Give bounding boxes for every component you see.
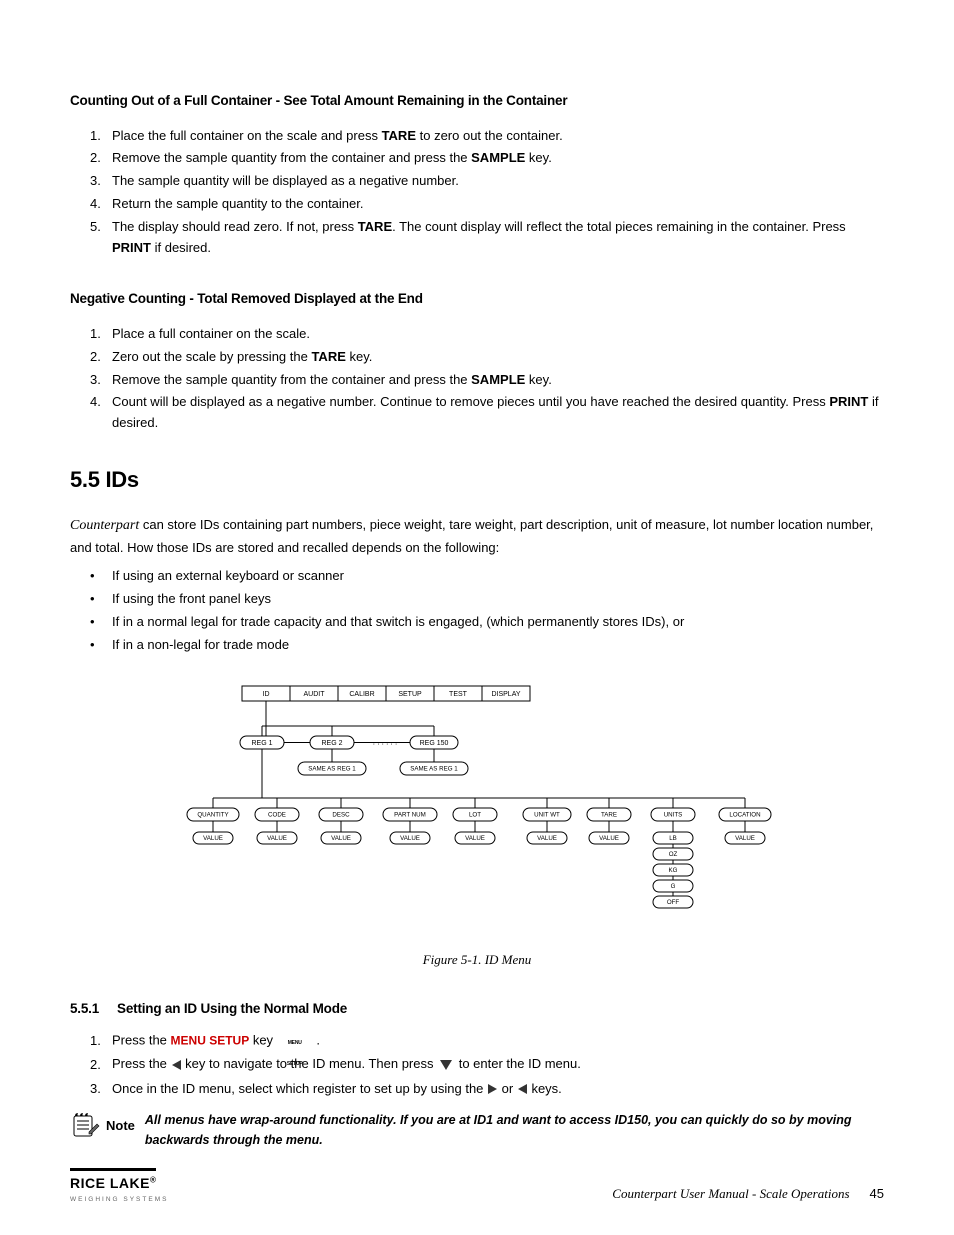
page-number: 45 bbox=[870, 1186, 884, 1201]
bullet-text: If in a normal legal for trade capacity … bbox=[112, 612, 884, 633]
svg-text:LOCATION: LOCATION bbox=[729, 811, 760, 818]
svg-text:VALUE: VALUE bbox=[537, 835, 557, 842]
key-tare: TARE bbox=[311, 349, 345, 364]
step-text: Return the sample quantity to the contai… bbox=[112, 194, 884, 215]
menu-setup-icon: MENUSETUP bbox=[279, 1030, 311, 1052]
bullet: • bbox=[90, 635, 112, 656]
step-text: Remove the sample quantity from the cont… bbox=[112, 148, 884, 169]
notepad-icon bbox=[70, 1110, 100, 1140]
bullet-text: If in a non-legal for trade mode bbox=[112, 635, 884, 656]
step-number: 2. bbox=[90, 148, 112, 169]
section-head-ids: 5.5 IDs bbox=[70, 462, 884, 497]
svg-text:TEST: TEST bbox=[449, 690, 468, 697]
bullet: • bbox=[90, 566, 112, 587]
key-print: PRINT bbox=[829, 394, 868, 409]
step-number: 3. bbox=[90, 370, 112, 391]
svg-text:SAME AS REG 1: SAME AS REG 1 bbox=[410, 765, 458, 772]
svg-text:REG 150: REG 150 bbox=[420, 739, 449, 746]
list-counting-out: 1. Place the full container on the scale… bbox=[90, 126, 884, 259]
step-number: 2. bbox=[90, 1055, 112, 1076]
key-tare: TARE bbox=[358, 219, 392, 234]
bullet: • bbox=[90, 589, 112, 610]
step-number: 2. bbox=[90, 347, 112, 368]
key-tare: TARE bbox=[382, 128, 416, 143]
id-menu-diagram: IDAUDITCALIBRSETUPTESTDISPLAYREG 1REG 2.… bbox=[70, 680, 884, 971]
step-text: Place the full container on the scale an… bbox=[112, 126, 884, 147]
step-text: Remove the sample quantity from the cont… bbox=[112, 370, 884, 391]
steps-551: 1. Press the MENU SETUP key MENUSETUP . … bbox=[90, 1030, 884, 1100]
key-sample: SAMPLE bbox=[471, 150, 525, 165]
svg-text:UNITS: UNITS bbox=[664, 811, 683, 818]
svg-text:PART NUM: PART NUM bbox=[394, 811, 426, 818]
svg-text:VALUE: VALUE bbox=[267, 835, 287, 842]
svg-text:AUDIT: AUDIT bbox=[304, 690, 326, 697]
svg-text:VALUE: VALUE bbox=[203, 835, 223, 842]
svg-text:VALUE: VALUE bbox=[400, 835, 420, 842]
step-number: 5. bbox=[90, 217, 112, 259]
step-number: 1. bbox=[90, 324, 112, 345]
figure-caption: Figure 5-1. ID Menu bbox=[70, 950, 884, 971]
svg-text:TARE: TARE bbox=[601, 811, 617, 818]
step-number: 1. bbox=[90, 1031, 112, 1052]
step-number: 1. bbox=[90, 126, 112, 147]
note-label: Note bbox=[106, 1110, 135, 1137]
svg-text:VALUE: VALUE bbox=[465, 835, 485, 842]
svg-text:VALUE: VALUE bbox=[599, 835, 619, 842]
step-number: 3. bbox=[90, 1079, 112, 1100]
svg-text:VALUE: VALUE bbox=[735, 835, 755, 842]
bullet-text: If using the front panel keys bbox=[112, 589, 884, 610]
left-arrow-icon bbox=[172, 1060, 181, 1070]
step-text: Count will be displayed as a negative nu… bbox=[112, 392, 884, 434]
ids-intro: Counterpart can store IDs containing par… bbox=[70, 515, 884, 558]
note-text: All menus have wrap-around functionality… bbox=[145, 1110, 884, 1150]
step-number: 4. bbox=[90, 194, 112, 215]
svg-text:SETUP: SETUP bbox=[398, 690, 422, 697]
subhead-negative-counting: Negative Counting - Total Removed Displa… bbox=[70, 288, 884, 310]
svg-text:OZ: OZ bbox=[669, 851, 678, 858]
left-arrow-icon bbox=[518, 1084, 527, 1094]
svg-text:CALIBR: CALIBR bbox=[349, 690, 374, 697]
svg-text:ID: ID bbox=[263, 690, 270, 697]
footer-doc-title: Counterpart User Manual - Scale Operatio… bbox=[612, 1184, 884, 1205]
svg-text:REG 1: REG 1 bbox=[251, 739, 272, 746]
svg-text:QUANTITY: QUANTITY bbox=[197, 811, 228, 818]
list-negative-counting: 1. Place a full container on the scale. … bbox=[90, 324, 884, 434]
svg-text:REG 2: REG 2 bbox=[321, 739, 342, 746]
step-number: 3. bbox=[90, 171, 112, 192]
svg-text:LB: LB bbox=[669, 835, 677, 842]
svg-text:G: G bbox=[671, 883, 676, 890]
step-text: The display should read zero. If not, pr… bbox=[112, 217, 884, 259]
brand-logo: RICE LAKE® WEIGHING SYSTEMS bbox=[70, 1168, 168, 1205]
svg-text:LOT: LOT bbox=[469, 811, 481, 818]
step-number: 4. bbox=[90, 392, 112, 434]
key-sample: SAMPLE bbox=[471, 372, 525, 387]
subhead-counting-out: Counting Out of a Full Container - See T… bbox=[70, 90, 884, 112]
svg-text:SAME AS REG 1: SAME AS REG 1 bbox=[308, 765, 356, 772]
note-row: Note All menus have wrap-around function… bbox=[70, 1110, 884, 1150]
svg-text:OFF: OFF bbox=[667, 899, 680, 906]
right-arrow-icon bbox=[488, 1084, 497, 1094]
svg-text:DESC: DESC bbox=[332, 811, 350, 818]
svg-text:DISPLAY: DISPLAY bbox=[491, 690, 520, 697]
step-text: Place a full container on the scale. bbox=[112, 324, 884, 345]
step-text: Zero out the scale by pressing the TARE … bbox=[112, 347, 884, 368]
bullet-text: If using an external keyboard or scanner bbox=[112, 566, 884, 587]
step-text: The sample quantity will be displayed as… bbox=[112, 171, 884, 192]
svg-text:VALUE: VALUE bbox=[331, 835, 351, 842]
key-print: PRINT bbox=[112, 240, 151, 255]
step-text: Press the key to navigate to the ID menu… bbox=[112, 1054, 884, 1075]
subsection-head-551: 5.5.1Setting an ID Using the Normal Mode bbox=[70, 998, 884, 1020]
svg-text:KG: KG bbox=[669, 867, 678, 874]
ids-bullets: •If using an external keyboard or scanne… bbox=[90, 566, 884, 655]
down-arrow-icon bbox=[439, 1055, 453, 1076]
step-text: Press the MENU SETUP key MENUSETUP . bbox=[112, 1030, 884, 1052]
svg-text:CODE: CODE bbox=[268, 811, 286, 818]
bullet: • bbox=[90, 612, 112, 633]
svg-text:UNIT WT: UNIT WT bbox=[534, 811, 560, 818]
step-text: Once in the ID menu, select which regist… bbox=[112, 1079, 884, 1100]
page-footer: RICE LAKE® WEIGHING SYSTEMS Counterpart … bbox=[70, 1168, 884, 1205]
menu-setup-label: MENU SETUP bbox=[171, 1033, 250, 1047]
